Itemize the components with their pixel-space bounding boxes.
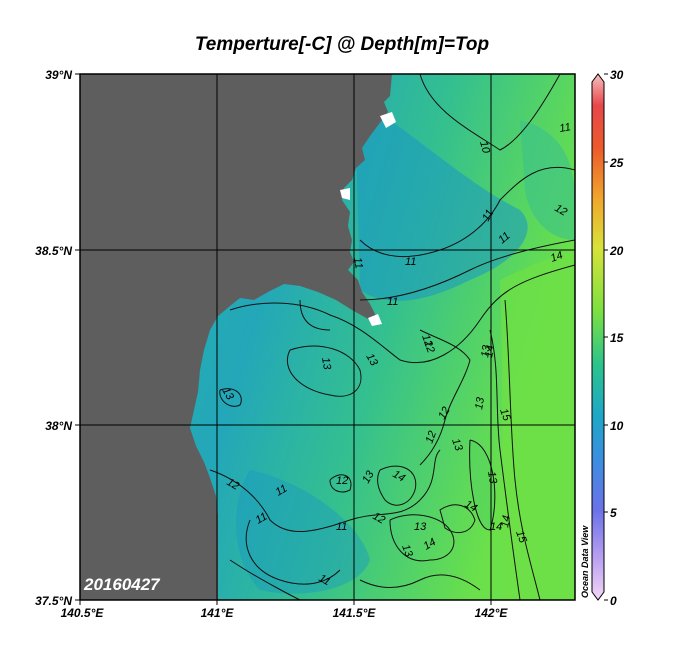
lat-label: 38°N [45,419,72,433]
contour-label: 11 [558,121,571,135]
contour-label: 13 [414,521,427,533]
contour-label: 11 [254,510,270,526]
coast-gap [368,314,382,326]
contour-label: 10 [477,140,492,156]
lat-label: 37.5°N [35,594,72,608]
contour-label: 12 [371,510,388,527]
contour-label: 12 [225,476,242,493]
contour-label: 13 [319,356,333,371]
contour-label: 11 [351,256,365,269]
graticule [80,74,575,600]
contour-label: 13 [473,396,487,411]
contour-label: 13 [479,344,493,359]
contour-label: 15 [513,529,529,545]
colorbar-tick-label: 0 [610,594,617,608]
contour-label: 12 [419,333,434,349]
contour-label: 13 [485,470,499,485]
odv-credit: Ocean Data View [580,525,590,598]
coast-gap [340,188,350,200]
contour-label: 12 [336,475,348,487]
lon-label: 140.5°E [61,606,105,620]
contour-label: 12 [553,202,570,219]
contour-label: 11 [336,521,347,533]
contour-label: 14 [463,498,480,515]
map-title: Temperture[-C] @ Depth[m]=Top [194,34,490,55]
contour-label: 11 [405,256,416,268]
contour-label: 14 [549,249,565,264]
contour-label: 11 [387,296,398,308]
colorbar-tick-label: 10 [610,419,624,433]
coast-gap [380,112,396,128]
lat-label: 39°N [45,68,72,82]
contour-label: 11 [317,572,333,588]
contour-label: 14 [422,536,439,553]
lon-label: 141.5°E [333,606,377,620]
contour-label: 14 [499,514,513,528]
contour-label: 14 [391,468,408,485]
contour-label: 15 [497,407,513,423]
contour-label: 12 [421,339,436,355]
colorbar-tick-label: 20 [609,244,624,258]
colorbar-tick-label: 25 [609,156,624,170]
contour-label: 12 [424,429,439,445]
contour-label: 11 [274,482,290,498]
lon-label: 142°E [475,606,509,620]
contour-label: 13 [399,543,415,559]
colorbar: 30 25 20 15 10 5 0 [591,68,624,608]
contour-label: 14 [490,521,502,533]
contour-label: 13 [449,437,465,453]
colorbar-tick-label: 30 [610,68,624,82]
colorbar-tick-label: 15 [610,331,624,345]
land-mass [80,74,392,600]
colorbar-bar [591,73,605,601]
colorbar-tick-label: 5 [610,506,617,520]
lat-label: 38.5°N [35,244,72,258]
contour-labels: 10 11 11 11 11 11 11 11 11 11 12 12 12 1… [219,121,571,588]
lon-label: 141°E [201,606,235,620]
contour-label: 14 [483,344,497,358]
date-stamp: 20160427 [83,575,161,594]
contour-label: 12 [436,405,453,422]
contour-label: 11 [480,208,496,224]
map-frame [79,73,576,601]
tick-marks [75,73,492,605]
